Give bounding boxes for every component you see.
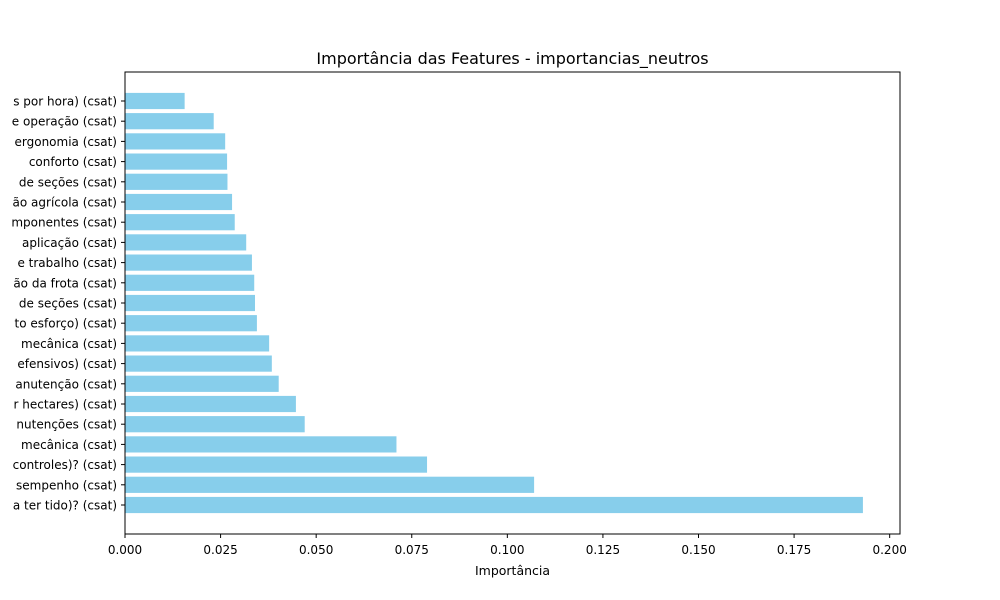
x-tick-label-6: 0.150 (681, 543, 715, 557)
y-tick-label-20: s por hora) (csat) (13, 95, 117, 109)
bar-8 (125, 335, 270, 352)
y-tick-label-18: ergonomia (csat) (15, 135, 117, 149)
bar-15 (125, 193, 233, 211)
bars-group (125, 92, 863, 514)
bar-17 (125, 153, 228, 170)
bar-0 (125, 496, 863, 514)
x-tick-label-2: 0.050 (299, 543, 333, 557)
bar-1 (125, 476, 535, 493)
x-tick-label-8: 0.200 (872, 543, 906, 557)
y-tick-label-9: to esforço) (csat) (15, 317, 117, 331)
y-tick-label-4: nutenções (csat) (16, 418, 117, 432)
bar-12 (125, 254, 252, 271)
bar-11 (125, 274, 255, 291)
bar-13 (125, 234, 247, 251)
x-axis-ticks: 0.000 0.025 0.050 0.075 0.100 0.125 0.150 0.175… (108, 534, 907, 557)
y-tick-label-2: controles)? (csat) (13, 458, 117, 472)
y-tick-label-14: mponentes (csat) (11, 216, 117, 230)
chart-title: Importância das Features - importancias_… (316, 49, 708, 69)
bar-7 (125, 355, 272, 372)
bar-10 (125, 294, 255, 312)
y-tick-label-16: de seções (csat) (19, 175, 117, 189)
x-tick-label-3: 0.075 (395, 543, 429, 557)
y-tick-label-17: conforto (csat) (29, 155, 117, 169)
y-tick-label-13: aplicação (csat) (22, 236, 117, 250)
y-tick-label-3: mecânica (csat) (21, 438, 117, 452)
y-tick-label-8: mecânica (csat) (21, 337, 117, 351)
y-tick-label-15: ão agrícola (csat) (13, 196, 117, 210)
bar-5 (125, 395, 296, 413)
bar-14 (125, 214, 235, 231)
plot-area-frame (124, 71, 901, 535)
y-tick-label-1: sempenho (csat) (16, 478, 117, 492)
y-tick-label-12: e trabalho (csat) (17, 256, 117, 270)
bar-3 (125, 436, 397, 453)
y-tick-label-5: r hectares) (csat) (14, 398, 117, 412)
bar-2 (125, 456, 428, 473)
y-tick-label-7: efensivos) (csat) (17, 357, 117, 371)
bar-18 (125, 133, 226, 150)
x-tick-label-7: 0.175 (777, 543, 811, 557)
x-tick-label-0: 0.000 (108, 543, 142, 557)
bar-16 (125, 173, 228, 190)
bar-4 (125, 416, 305, 433)
y-tick-label-10: de seções (csat) (19, 297, 117, 311)
y-tick-label-19: e operação (csat) (12, 115, 117, 129)
x-tick-label-5: 0.125 (586, 543, 620, 557)
x-tick-label-4: 0.100 (490, 543, 524, 557)
bar-20 (125, 92, 185, 110)
y-axis-ticks: a ter tido)? (csat) sempenho (csat) contro… (11, 95, 125, 513)
bar-9 (125, 315, 257, 332)
x-tick-label-1: 0.025 (203, 543, 237, 557)
x-axis-label: Importância (475, 563, 550, 578)
y-tick-label-0: a ter tido)? (csat) (13, 499, 117, 513)
y-tick-label-11: ão da frota (csat) (13, 276, 117, 290)
bar-19 (125, 113, 214, 130)
y-tick-label-6: anutenção (csat) (15, 377, 117, 391)
bar-6 (125, 375, 279, 392)
